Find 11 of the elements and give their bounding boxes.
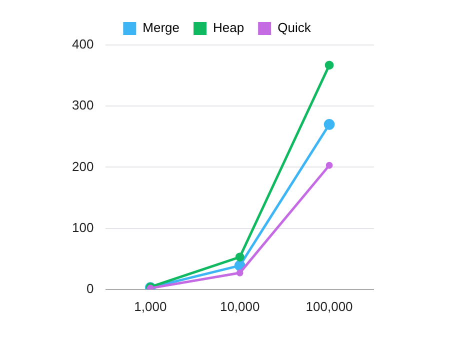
- legend-label: Quick: [278, 20, 312, 36]
- y-tick-label: 100: [72, 220, 94, 235]
- y-tick-label: 0: [86, 280, 94, 296]
- x-tick-label: 1,000: [134, 298, 167, 314]
- legend-label: Heap: [213, 20, 244, 36]
- y-tick-label: 400: [72, 36, 94, 52]
- legend-label: Merge: [142, 20, 180, 36]
- x-tick-label: 10,000: [220, 298, 260, 314]
- y-tick-label: 300: [72, 98, 94, 113]
- y-tick-label: 200: [72, 158, 94, 174]
- x-tick-label: 100,000: [306, 298, 353, 314]
